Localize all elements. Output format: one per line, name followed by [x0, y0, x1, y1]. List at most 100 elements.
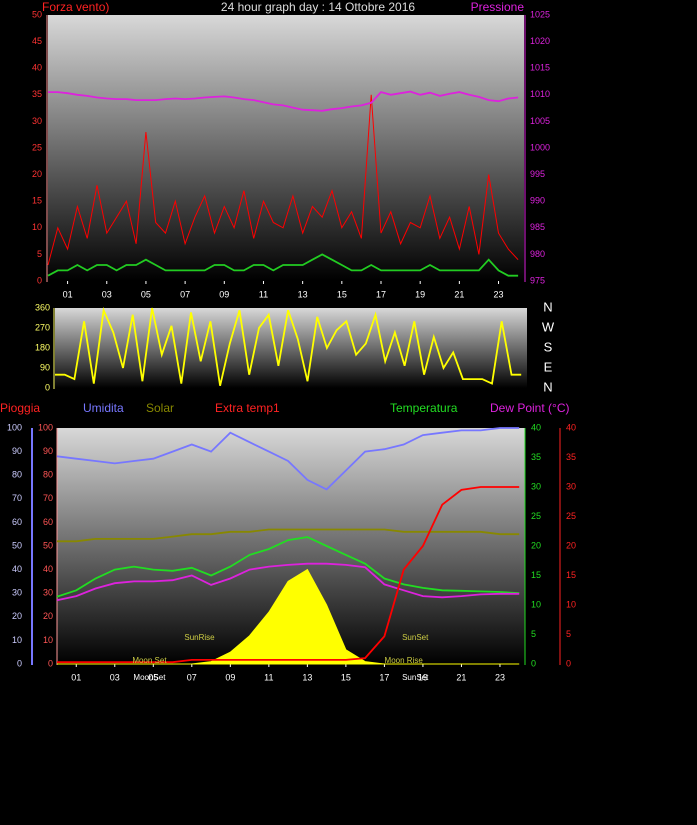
tick-label: 1005: [530, 116, 550, 126]
x-tick-label: 17: [379, 672, 389, 682]
tick-label: 50: [12, 540, 22, 550]
x-tick-label: 09: [219, 289, 229, 299]
tick-label: 30: [531, 481, 541, 491]
tick-label: 0: [17, 658, 22, 668]
tick-label: 100: [7, 422, 22, 432]
annotation: SunSet: [402, 673, 429, 682]
tick-label: 50: [43, 540, 53, 550]
tick-label: 90: [43, 446, 53, 456]
tick-label: 360: [35, 302, 50, 312]
area: [57, 568, 520, 665]
tick-label: 30: [32, 116, 42, 126]
tick-label: 5: [531, 629, 536, 639]
tick-label: 0: [531, 658, 536, 668]
tick-label: 975: [530, 275, 545, 285]
tick-label: 0: [48, 658, 53, 668]
x-tick-label: 17: [376, 289, 386, 299]
line: [47, 253, 519, 277]
line: [47, 94, 519, 266]
x-tick-label: 19: [418, 672, 428, 682]
tick-label: 1015: [530, 63, 550, 73]
line: [55, 306, 522, 387]
x-tick-label: 05: [148, 672, 158, 682]
axis-label: Dew Point (°C): [490, 401, 569, 415]
tick-label: 1020: [530, 36, 550, 46]
tick-label: 40: [566, 422, 576, 432]
x-tick-label: 13: [302, 672, 312, 682]
annotation: Moon Set: [132, 656, 167, 665]
axis-label: Umidita: [83, 401, 124, 415]
tick-label: 100: [38, 422, 53, 432]
tick-label: 10: [43, 635, 53, 645]
line: [57, 528, 520, 543]
x-tick-label: 09: [225, 672, 235, 682]
tick-label: 35: [566, 452, 576, 462]
annotation: SunSet: [402, 633, 429, 642]
tick-label: 35: [32, 89, 42, 99]
x-tick-label: 21: [456, 672, 466, 682]
x-tick-label: 11: [264, 672, 273, 682]
tick-label: 10: [566, 599, 576, 609]
tick-label: 25: [531, 511, 541, 521]
tick-label: 20: [531, 540, 541, 550]
tick-label: 25: [32, 142, 42, 152]
tick-label: 985: [530, 222, 545, 232]
compass-label: S: [544, 339, 553, 354]
tick-label: 270: [35, 322, 50, 332]
axis-label: Extra temp1: [215, 401, 280, 415]
x-tick-label: 03: [102, 289, 112, 299]
axis-label: Solar: [146, 401, 174, 415]
tick-label: 10: [12, 635, 22, 645]
compass-label: N: [543, 299, 552, 314]
tick-label: 0: [45, 382, 50, 392]
x-tick-label: 01: [63, 289, 73, 299]
x-tick-label: 15: [341, 672, 351, 682]
tick-label: 980: [530, 249, 545, 259]
axis-label: Temperatura: [390, 401, 458, 415]
tick-label: 990: [530, 196, 545, 206]
tick-label: 20: [566, 540, 576, 550]
tick-label: 50: [32, 9, 42, 19]
tick-label: 180: [35, 342, 50, 352]
axis-label: Pioggia: [0, 401, 40, 415]
pressure-axis-label: Pressione: [471, 0, 525, 14]
tick-label: 20: [43, 611, 53, 621]
annotation: Moon Rise: [385, 656, 424, 665]
tick-label: 20: [12, 611, 22, 621]
tick-label: 30: [43, 588, 53, 598]
x-tick-label: 03: [110, 672, 120, 682]
tick-label: 30: [566, 481, 576, 491]
tick-label: 15: [566, 570, 576, 580]
x-tick-label: 21: [454, 289, 464, 299]
tick-label: 1025: [530, 9, 550, 19]
compass-label: E: [544, 359, 553, 374]
tick-label: 5: [566, 629, 571, 639]
tick-label: 5: [37, 249, 42, 259]
tick-label: 70: [12, 493, 22, 503]
line: [56, 536, 520, 598]
wind-axis-label: Forza vento): [42, 0, 109, 14]
x-tick-label: 19: [415, 289, 425, 299]
tick-label: 1000: [530, 142, 550, 152]
x-tick-label: 23: [494, 289, 504, 299]
x-tick-label: 01: [71, 672, 81, 682]
tick-label: 45: [32, 36, 42, 46]
annotation: SunRise: [184, 633, 215, 642]
tick-label: 60: [12, 517, 22, 527]
tick-label: 90: [40, 362, 50, 372]
compass-label: W: [542, 319, 555, 334]
tick-label: 30: [12, 588, 22, 598]
tick-label: 1010: [530, 89, 550, 99]
x-tick-label: 13: [298, 289, 308, 299]
tick-label: 25: [566, 511, 576, 521]
line: [56, 562, 520, 602]
x-tick-label: 11: [259, 289, 268, 299]
x-tick-label: 15: [337, 289, 347, 299]
tick-label: 60: [43, 517, 53, 527]
tick-label: 0: [37, 275, 42, 285]
x-tick-label: 07: [180, 289, 190, 299]
tick-label: 995: [530, 169, 545, 179]
tick-label: 20: [32, 169, 42, 179]
